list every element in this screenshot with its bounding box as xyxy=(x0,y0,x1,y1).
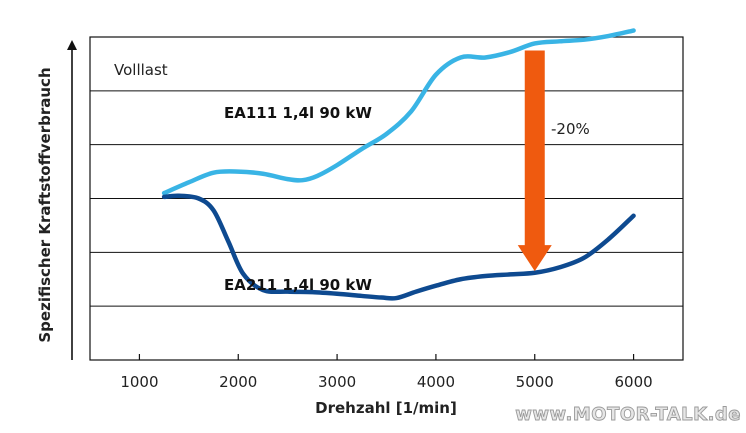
reduction-arrow xyxy=(517,50,552,272)
series-label-ea211: EA211 1,4l 90 kW xyxy=(224,276,372,294)
watermark: www.MOTOR-TALK.de xyxy=(515,404,741,425)
x-tick-label: 3000 xyxy=(318,373,356,391)
x-axis-ticks: 1000 2000 3000 4000 5000 6000 xyxy=(120,354,653,391)
series-line-ea211 xyxy=(161,193,636,301)
series-label-ea111: EA111 1,4l 90 kW xyxy=(224,104,372,122)
x-tick-label: 4000 xyxy=(417,373,455,391)
gridlines xyxy=(90,90,683,307)
x-tick-label: 6000 xyxy=(614,373,652,391)
x-tick-label: 1000 xyxy=(120,373,158,391)
series-lines xyxy=(161,28,636,301)
volllast-label: Volllast xyxy=(114,61,168,79)
y-axis-title: Spezifischer Kraftstoffverbrauch xyxy=(36,67,54,342)
y-axis-arrowhead xyxy=(67,40,77,50)
x-axis-title: Drehzahl [1/min] xyxy=(315,399,457,417)
reduction-label: -20% xyxy=(551,120,590,138)
x-tick-label: 2000 xyxy=(219,373,257,391)
x-tick-label: 5000 xyxy=(516,373,554,391)
series-line-ea111 xyxy=(161,28,636,196)
reduction-arrow-group xyxy=(517,50,552,272)
